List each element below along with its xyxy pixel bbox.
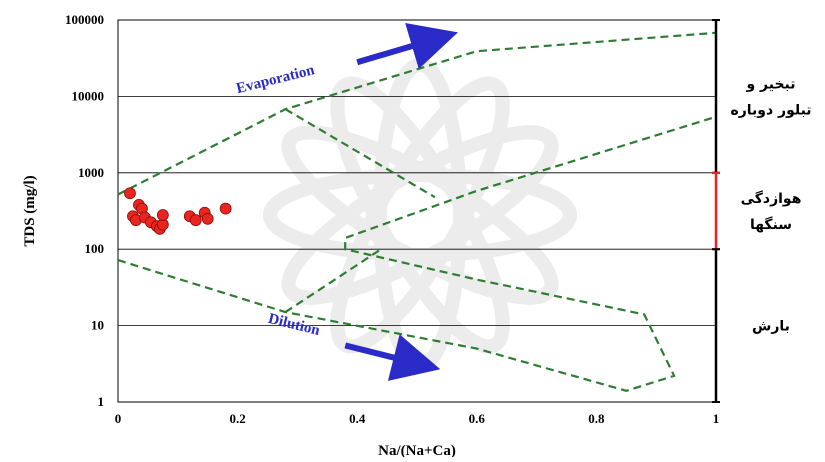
x-tick-label: 0.2 bbox=[229, 411, 245, 426]
x-tick-label: 1 bbox=[713, 411, 720, 426]
zone-label: سنگها bbox=[750, 216, 792, 233]
watermark-petal bbox=[263, 168, 577, 262]
zone-label: هوازدگی bbox=[741, 190, 802, 207]
watermark-petal bbox=[330, 76, 510, 354]
data-point bbox=[201, 212, 214, 225]
watermark-petal bbox=[330, 76, 510, 354]
zone-bars: تبخیر و تبلور دوباره هوازدگی سنگها بارش bbox=[712, 19, 812, 403]
process-arrow bbox=[344, 334, 441, 381]
watermark-petal bbox=[281, 125, 559, 305]
y-tick-label: 100 bbox=[85, 241, 105, 256]
gridlines bbox=[118, 96, 716, 327]
zone-label: تبلور دوباره bbox=[730, 102, 811, 118]
zone-label: تبخیر و bbox=[745, 76, 795, 92]
boomerang-envelope bbox=[117, 31, 717, 392]
boomerang-line bbox=[117, 31, 717, 196]
data-point bbox=[156, 209, 169, 221]
y-tick-label: 1000 bbox=[78, 165, 104, 180]
watermark-emblem bbox=[263, 58, 577, 372]
watermark-petal bbox=[330, 76, 510, 354]
watermark-petal bbox=[330, 76, 510, 354]
x-tick-label: 0.8 bbox=[588, 411, 605, 426]
y-tick-label: 100000 bbox=[65, 12, 104, 27]
x-tick-label: 0.6 bbox=[469, 411, 486, 426]
data-point bbox=[219, 202, 232, 215]
sample-points bbox=[124, 187, 232, 235]
process-annotation: Dilution bbox=[267, 311, 322, 339]
process-arrow bbox=[356, 23, 458, 70]
boomerang-line bbox=[284, 108, 436, 199]
watermark-petal bbox=[281, 125, 559, 305]
y-tick-label: 10000 bbox=[72, 88, 105, 103]
watermark-petal bbox=[281, 125, 559, 305]
x-tick-label: 0 bbox=[115, 411, 122, 426]
x-axis-label: Na/(Na+Ca) bbox=[378, 443, 456, 457]
y-axis-label: TDS (mg/l) bbox=[22, 175, 38, 246]
watermark-petal bbox=[281, 125, 559, 305]
y-tick-labels: 1 10 100 1000 10000 100000 bbox=[65, 12, 104, 409]
process-annotation: Evaporation bbox=[235, 62, 317, 97]
y-tick-label: 1 bbox=[98, 394, 105, 409]
boomerang-line bbox=[284, 248, 382, 314]
x-tick-label: 0.4 bbox=[349, 411, 366, 426]
data-point bbox=[189, 214, 202, 227]
y-tick-label: 10 bbox=[91, 318, 104, 333]
x-tick-labels: 0 0.2 0.4 0.6 0.8 1 bbox=[115, 411, 720, 426]
watermark-petal bbox=[263, 168, 577, 262]
zone-label: بارش bbox=[752, 319, 790, 335]
data-point bbox=[124, 187, 136, 200]
